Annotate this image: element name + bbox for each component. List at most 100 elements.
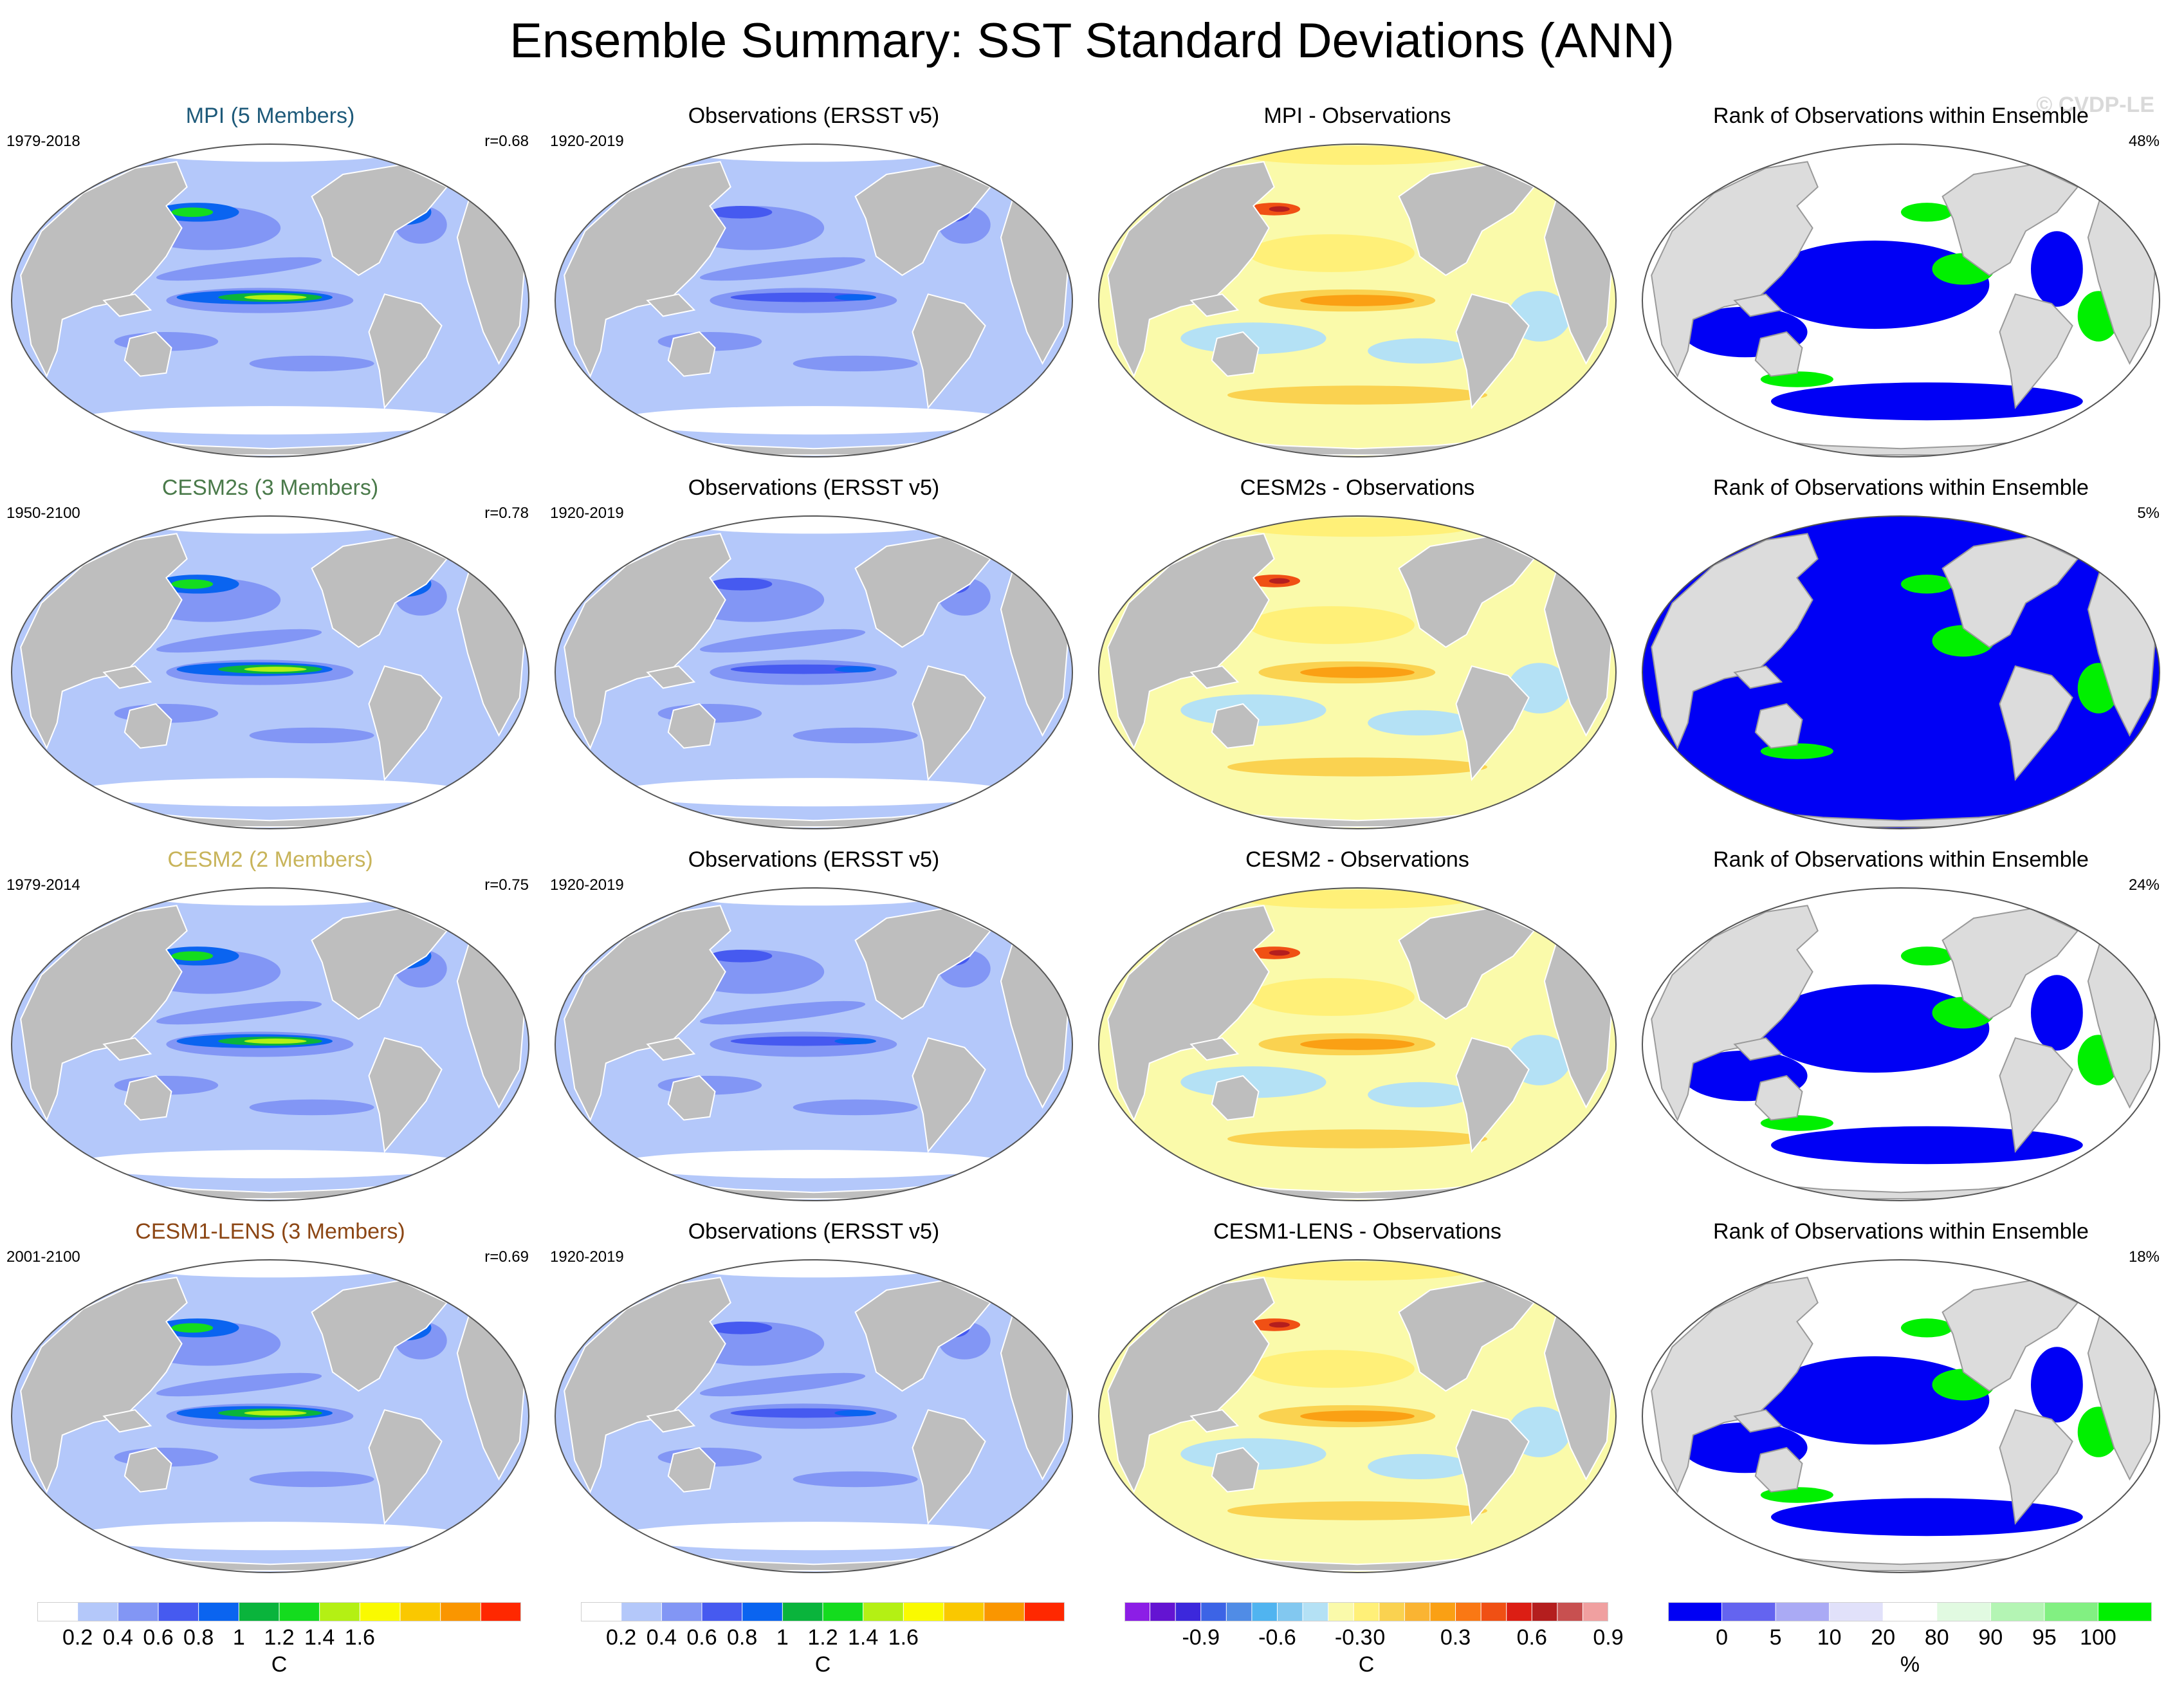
landmass-4 [912,1037,986,1153]
landmass-0 [1651,161,1819,378]
model-panel-title: CESM2s (3 Members) [161,475,379,500]
landmass-6 [1512,520,1556,548]
colorbar-swatch [863,1601,904,1622]
landmass-0 [1651,1277,1819,1494]
colorbar-swatch [822,1601,864,1622]
year-range: 1920-2019 [550,1248,624,1266]
landmass-3 [854,536,992,649]
arctic-positive [1243,145,1472,165]
landmass-1 [667,331,716,377]
colorbar-swatches [580,1601,1065,1622]
landmass-4 [368,665,443,781]
kuroshio-core [171,951,214,961]
south-pacific-negative [1368,338,1472,364]
landmass-0 [1651,533,1819,750]
map-border [555,887,1073,1201]
panel-model: CESM2 (2 Members) 1979-2014 r=0.75 [6,847,534,1207]
enso-tongue-1.2 [244,295,307,300]
landmass-2 [102,665,152,689]
colorbar-tick-label: 0.6 [1516,1625,1547,1650]
enso-tongue-0.6 [730,1036,876,1046]
panel-model: MPI (5 Members) 1979-2018 r=0.68 [6,103,534,463]
kuroshio-extension [710,206,773,219]
colorbar-swatch [1124,1601,1151,1622]
enso-tongue-1.2 [244,1410,307,1416]
panel-rank: Rank of Observations within Ensemble 48% [1637,103,2165,463]
colorbar-swatch [1175,1601,1202,1622]
colorbar-unit: C [271,1652,288,1677]
panel-obs: Observations (ERSST v5) 1920-2019 [550,847,1078,1207]
colorbar-swatch [1251,1601,1278,1622]
colorbar-tick-label: 90 [1978,1625,2003,1650]
north-pacific-positive [1248,1350,1415,1388]
colorbar-swatch [1531,1601,1558,1622]
low-rank-southern [1771,1126,2083,1165]
equatorial-positive-core [1300,1038,1415,1050]
rank-percent: 5% [2137,504,2160,522]
colorbar-swatch [359,1601,401,1622]
obs-map [555,887,1073,1201]
colorbar-swatch [399,1601,441,1622]
colorbar-swatch [1328,1601,1355,1622]
enso-coastal [834,294,876,300]
year-range: 1920-2019 [550,876,624,894]
colorbar-swatch [1023,1601,1065,1622]
landmass-4 [1999,1409,2073,1525]
map-border [1642,143,2160,457]
landmass-1 [1754,703,1803,749]
subtropical-pacific-band [699,629,866,653]
subtropical-pacific-band [699,257,866,281]
colorbar-unit: % [1900,1652,1920,1677]
colorbar-tick-label: 1 [232,1625,245,1650]
colorbar-swatch [37,1601,78,1622]
land-mask [1651,892,2156,1200]
colorbar-swatches [1124,1601,1610,1622]
enso-coastal [834,666,876,672]
diff-panel-title: CESM2 - Observations [1245,847,1469,872]
equatorial-positive-core [1300,295,1415,306]
landmass-3 [1398,1280,1536,1392]
arctic-positive [1243,889,1472,909]
south-pacific-band [249,1099,374,1116]
arctic-low-variability [684,1260,944,1278]
landmass-0 [1651,905,1819,1122]
landmass-6 [968,892,1013,919]
southern-ocean-low-variability [72,1522,468,1551]
landmass-3 [311,1280,448,1392]
equatorial-positive-core [1300,667,1415,678]
landmass-4 [368,1037,443,1153]
landmass-0 [1107,1277,1275,1494]
colorbar-tick-label: 20 [1871,1625,1896,1650]
rank-map [1642,143,2160,457]
landmass-4 [1999,293,2073,409]
landmass-1 [1211,1075,1260,1121]
enso-coastal [834,1038,876,1044]
colorbar-swatch [701,1601,743,1622]
landmass-0 [564,533,731,750]
colorbar-tick-label: 1.2 [807,1625,838,1650]
model-panel-title: MPI (5 Members) [185,104,355,128]
high-rank-north-pacific [1901,946,1953,966]
diff-map [1098,143,1617,457]
colorbar-swatch [1150,1601,1177,1622]
landmass-6 [425,520,469,548]
colorbar-swatch [1829,1601,1884,1622]
colorbar-tick-label: 1.6 [344,1625,375,1650]
landmass-4 [1455,665,1530,781]
arctic-low-variability [140,516,400,534]
high-rank-north-pacific [1901,575,1953,594]
landmass-2 [1189,1037,1240,1061]
colorbar-swatches [1667,1601,2153,1622]
pattern-correlation: r=0.69 [484,1248,529,1266]
map-border [555,143,1073,457]
colorbar-tick-label: 95 [2032,1625,2057,1650]
panel-rank: Rank of Observations within Ensemble 5% [1637,475,2165,835]
arctic-positive [1243,1261,1472,1281]
subtropical-pacific-band [156,629,322,653]
map-border [1098,143,1617,457]
colorbar-swatches [37,1601,522,1622]
landmass-0 [20,533,188,750]
diff-map [1098,887,1617,1201]
landmass-6 [2055,148,2100,176]
kuroshio-peak [1269,578,1290,584]
